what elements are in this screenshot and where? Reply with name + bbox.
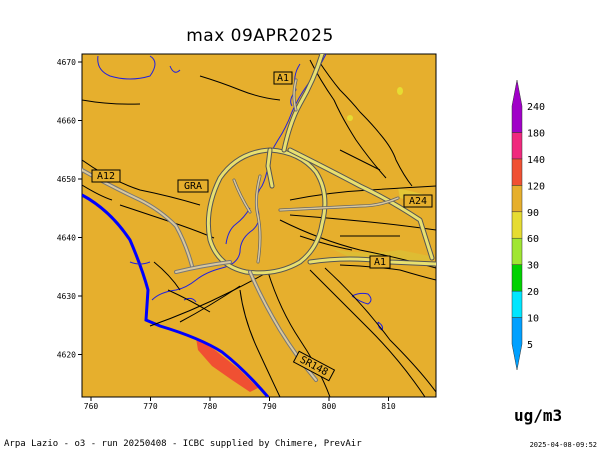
boundaries [82, 59, 436, 397]
legend-level-label: 5 [527, 340, 533, 351]
x-tick-label: 780 [203, 402, 218, 411]
y-tick-label: 4650 [57, 175, 76, 184]
x-tick-label: 770 [143, 402, 158, 411]
legend-swatch [511, 185, 523, 213]
legend-swatch [511, 158, 523, 186]
x-tick-label: 810 [381, 402, 396, 411]
legend-swatch [511, 237, 523, 265]
legend-level-label: 30 [527, 261, 539, 272]
unit-label: ug/m3 [514, 406, 563, 425]
x-tick-label: 800 [322, 402, 337, 411]
map-title: max 09APR2025 [186, 26, 334, 46]
legend-level-label: 120 [527, 181, 545, 192]
legend-swatch [511, 290, 523, 318]
y-tick-label: 4670 [57, 58, 76, 67]
axis-ticks: 760 770 780 790 800 810 4670 4660 4650 4640 4630 46… [57, 58, 396, 411]
y-tick-label: 4660 [57, 117, 76, 126]
road-label-a1-south: A1 [374, 257, 386, 268]
legend-swatch [511, 317, 523, 371]
legend-level-label: 140 [527, 155, 545, 166]
y-tick-label: 4620 [57, 351, 76, 360]
x-tick-label: 790 [262, 402, 277, 411]
legend-level-label: 60 [527, 234, 539, 245]
legend-swatch [511, 211, 523, 239]
ozone-spot [397, 87, 403, 95]
coastline [82, 193, 270, 397]
road-labels: A1 A12 GRA A24 A1 SR148 [91, 71, 433, 382]
legend-swatch [511, 264, 523, 292]
legend-level-label: 240 [527, 102, 545, 113]
legend-level-label: 20 [527, 287, 539, 298]
y-tick-label: 4640 [57, 234, 76, 243]
road-label-gra: GRA [184, 181, 202, 192]
x-tick-label: 760 [84, 402, 99, 411]
ozone-spot [347, 115, 353, 121]
legend-level-label: 90 [527, 208, 539, 219]
y-tick-label: 4630 [57, 292, 76, 301]
run-timestamp: 2025-04-08-09:52 [529, 441, 597, 449]
legend-level-label: 10 [527, 314, 539, 325]
ozone-hotspot [196, 338, 258, 392]
legend-swatch [511, 79, 523, 133]
footer-credit: Arpa Lazio - o3 - run 20250408 - ICBC su… [4, 439, 362, 449]
road-label-a1-north: A1 [277, 73, 289, 84]
legend-swatch [511, 132, 523, 160]
road-label-a12: A12 [97, 171, 115, 182]
color-legend: 5 10 20 30 60 90 120 140 180 240 [511, 79, 545, 371]
legend-level-label: 180 [527, 128, 545, 139]
road-label-a24: A24 [409, 196, 427, 207]
